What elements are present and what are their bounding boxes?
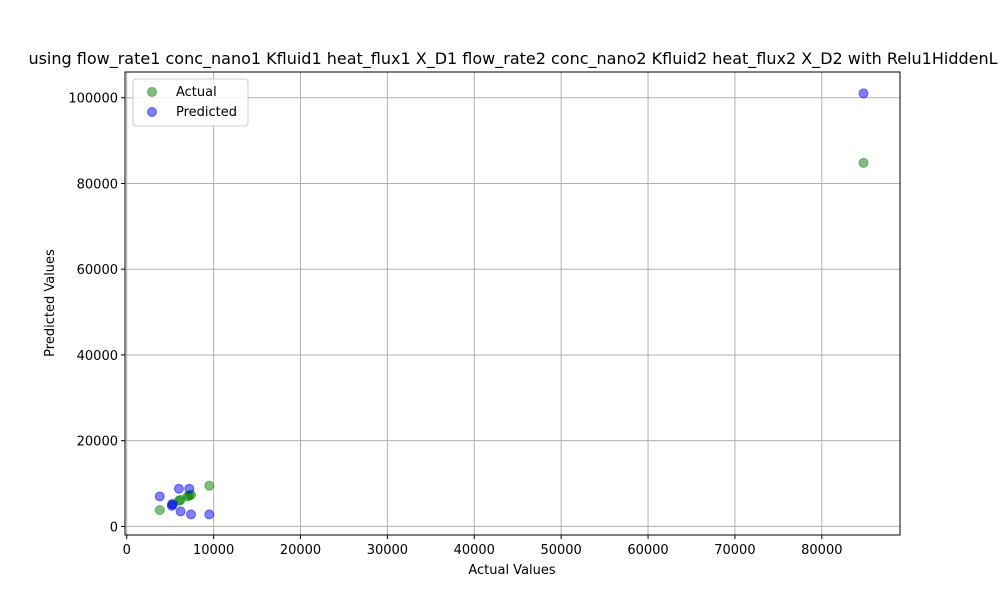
y-axis-label: Predicted Values	[43, 249, 58, 357]
x-tick-label: 50000	[540, 543, 581, 558]
chart-title: using flow_rate1 conc_nano1 Kfluid1 heat…	[28, 49, 997, 69]
y-tick-label: 80000	[77, 177, 118, 192]
point-predicted	[858, 88, 869, 99]
x-tick-label: 80000	[801, 543, 842, 558]
point-predicted	[167, 499, 178, 510]
y-tick-label: 40000	[77, 349, 118, 364]
axis-ticks: 0 10000 20000 30000 40000 50000 60000 70000 8000…	[68, 92, 842, 558]
point-actual	[204, 480, 215, 491]
point-predicted	[175, 506, 186, 517]
point-predicted	[204, 509, 215, 520]
point-predicted	[184, 483, 195, 494]
grid	[125, 72, 900, 535]
x-tick-label: 60000	[627, 543, 668, 558]
y-tick-label: 0	[110, 520, 118, 535]
point-actual	[154, 505, 165, 516]
legend-box	[132, 78, 249, 127]
y-tick-label: 60000	[77, 263, 118, 278]
legend-marker-actual	[147, 87, 157, 97]
y-tick-label: 100000	[68, 92, 118, 107]
legend: Actual Predicted	[132, 78, 249, 127]
legend-label-predicted: Predicted	[176, 105, 237, 120]
legend-marker-predicted	[147, 107, 157, 117]
y-tick-label: 20000	[77, 435, 118, 450]
x-tick-label: 40000	[454, 543, 495, 558]
x-axis-label: Actual Values	[468, 563, 556, 578]
point-predicted	[154, 491, 165, 502]
data-points	[154, 88, 869, 520]
x-tick-label: 0	[123, 543, 131, 558]
plot-frame	[124, 71, 901, 536]
point-predicted	[173, 483, 184, 494]
x-tick-label: 30000	[367, 543, 408, 558]
x-tick-label: 70000	[714, 543, 755, 558]
legend-label-actual: Actual	[176, 85, 217, 100]
point-actual	[858, 157, 869, 168]
point-predicted	[186, 509, 197, 520]
x-tick-label: 20000	[280, 543, 321, 558]
x-tick-label: 10000	[193, 543, 234, 558]
